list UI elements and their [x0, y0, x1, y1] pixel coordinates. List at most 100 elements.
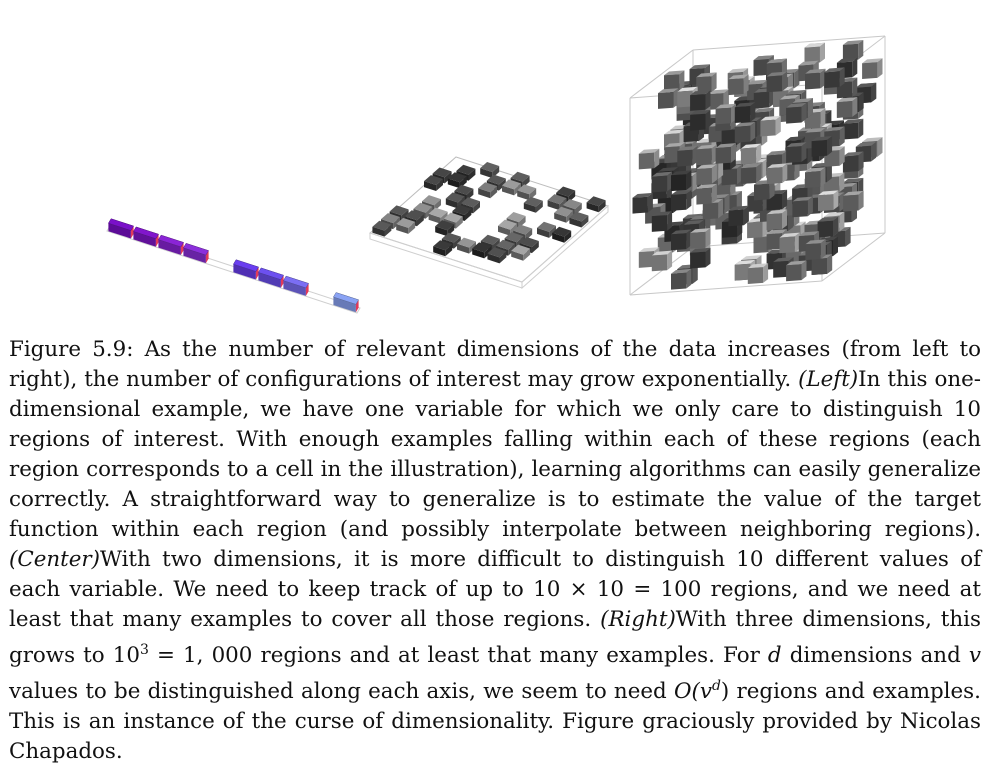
cube-top	[696, 183, 717, 189]
cube-top	[811, 136, 833, 142]
cell-top	[283, 275, 309, 289]
right-math-base: 10	[112, 643, 140, 669]
cube-side	[743, 205, 749, 226]
cube-top	[785, 89, 807, 95]
cube-front	[658, 92, 674, 109]
cube-top	[480, 234, 500, 245]
var-v: v	[968, 643, 981, 669]
cube-top	[510, 171, 530, 182]
cube-side	[473, 201, 480, 214]
cube-front	[671, 193, 687, 211]
cube-front	[677, 149, 693, 167]
cube-top	[677, 86, 698, 92]
cube-top	[766, 229, 788, 235]
cube-top	[690, 90, 711, 96]
cube-top	[523, 196, 543, 207]
cube-top	[824, 126, 845, 132]
cube-side	[826, 162, 832, 183]
cube-top	[785, 136, 806, 141]
cube-front	[818, 194, 834, 212]
cube-side	[484, 246, 492, 259]
cube-top	[428, 207, 448, 218]
cube-front	[671, 174, 687, 192]
cube-front	[586, 202, 599, 213]
cube-top	[461, 197, 480, 208]
cube-side	[782, 163, 788, 183]
panel-center-2d	[369, 156, 609, 290]
cube-front	[786, 106, 802, 124]
cube-front	[424, 181, 437, 191]
cube-top	[690, 247, 711, 253]
cube-top	[753, 107, 775, 113]
cube-side	[453, 236, 461, 249]
cube-side	[436, 179, 443, 191]
cell-side	[280, 275, 284, 288]
cube-front	[502, 185, 515, 196]
cube-side	[833, 236, 838, 257]
right-math-exp: 3	[140, 642, 149, 658]
cube-front	[478, 188, 491, 199]
cube-top	[447, 172, 467, 183]
cube-top	[689, 64, 710, 70]
cube-top	[547, 194, 567, 205]
cube-top	[766, 163, 788, 169]
cube-side	[858, 151, 864, 172]
cube-side	[468, 168, 476, 181]
cube-side	[667, 250, 673, 271]
cube-front	[511, 250, 524, 261]
cube-side	[820, 239, 826, 259]
cube-front	[696, 148, 712, 166]
cube-front	[480, 168, 493, 179]
cube-top	[537, 221, 556, 232]
cube-top	[472, 242, 492, 253]
cube-side	[393, 217, 400, 230]
cube-top	[511, 244, 531, 255]
cube-side	[871, 141, 877, 162]
cube-side	[820, 167, 826, 187]
cube-front	[715, 146, 731, 164]
cube-side	[731, 103, 736, 124]
cube-top	[715, 103, 736, 109]
cube-front	[447, 178, 460, 189]
cube-top	[805, 239, 826, 245]
cube-front	[487, 253, 500, 264]
cube-side	[692, 172, 698, 192]
cell-side	[255, 267, 259, 280]
cube-top	[389, 205, 409, 216]
cube-side	[711, 72, 717, 92]
cube-side	[686, 190, 692, 210]
box-edge	[629, 280, 823, 296]
cube-side	[858, 118, 864, 139]
cell-top	[183, 243, 209, 256]
cube-top	[671, 229, 692, 235]
bigO-v: v	[699, 679, 712, 705]
cube-side	[464, 208, 472, 221]
cube-top	[715, 143, 736, 149]
cube-top	[766, 150, 788, 156]
cube-top	[741, 255, 762, 260]
cube-top	[422, 195, 441, 206]
cube-side	[445, 244, 453, 257]
cube-top	[638, 148, 660, 154]
cube-front	[428, 213, 441, 224]
cube-top	[664, 142, 685, 148]
cube-front	[457, 243, 470, 254]
cube-side	[750, 102, 756, 122]
cube-side	[425, 206, 433, 219]
cube-side	[769, 87, 775, 108]
cell-top	[233, 259, 259, 272]
cube-side	[598, 200, 606, 213]
cube-front	[862, 62, 878, 79]
cube-top	[779, 94, 800, 100]
figure-label: Figure 5.9:	[9, 337, 134, 362]
cube-top	[671, 268, 692, 274]
cube-side	[490, 186, 498, 199]
cube-front	[651, 175, 668, 193]
cube-top	[773, 257, 794, 262]
cube-top	[786, 260, 807, 266]
cube-front	[445, 198, 458, 209]
bigO-exp: d	[711, 678, 721, 695]
cube-side	[782, 189, 788, 210]
cube-top	[696, 72, 717, 78]
cube-front	[734, 263, 751, 281]
